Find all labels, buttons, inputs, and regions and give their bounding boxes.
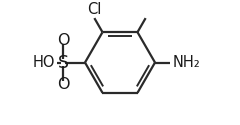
Text: HO: HO: [32, 55, 55, 70]
Text: O: O: [57, 77, 69, 92]
Text: NH₂: NH₂: [172, 55, 200, 70]
Text: O: O: [57, 33, 69, 48]
Text: Cl: Cl: [87, 2, 102, 17]
Text: S: S: [58, 54, 69, 72]
